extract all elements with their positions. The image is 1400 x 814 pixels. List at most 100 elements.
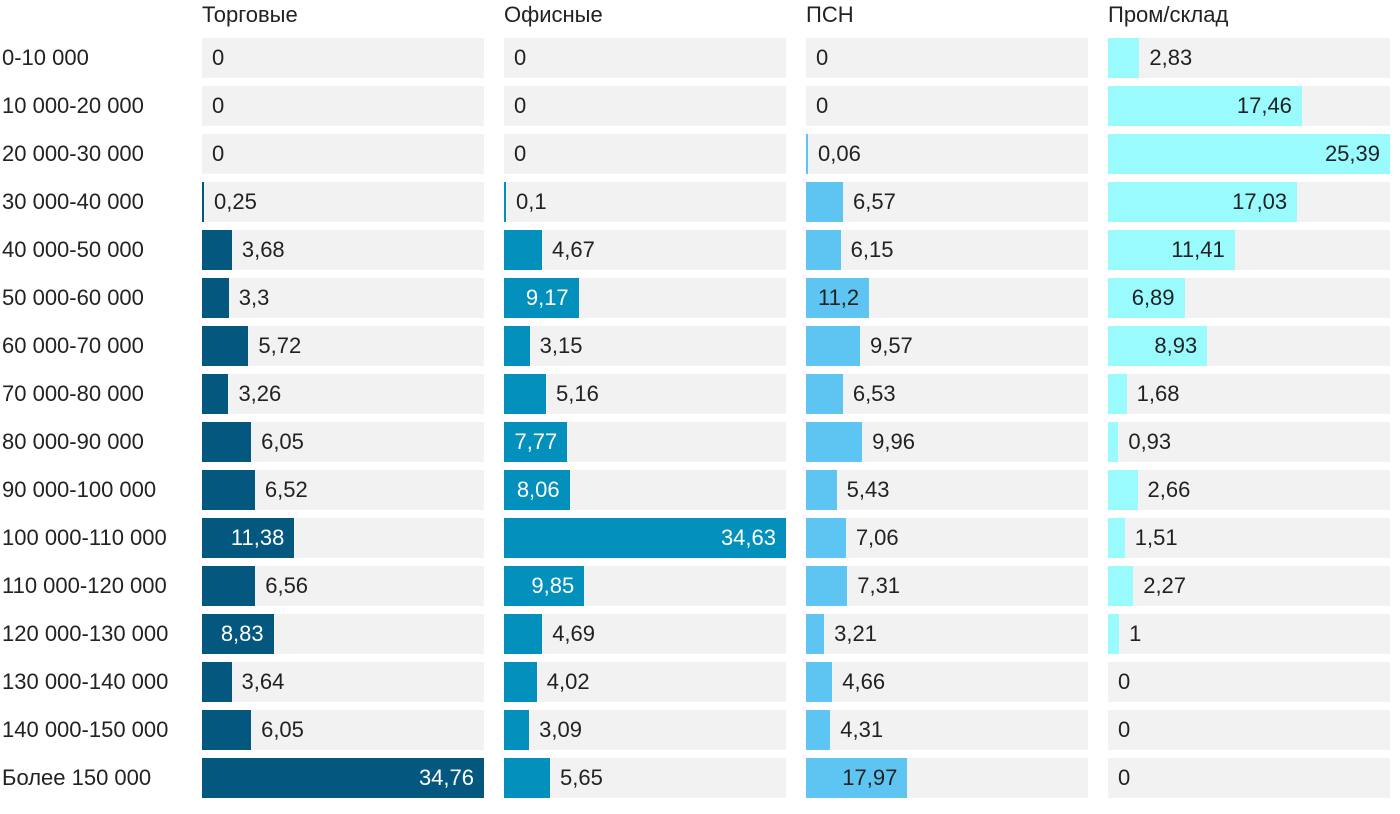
- bar-track: 2,27: [1108, 566, 1390, 606]
- data-label: 11,38: [230, 525, 285, 550]
- data-label: 0,25: [214, 189, 257, 214]
- row-label: 10 000-20 000: [2, 93, 144, 118]
- bar: [504, 374, 547, 414]
- data-label: 25,39: [1324, 141, 1380, 166]
- bar-track: 6,57: [806, 182, 1088, 222]
- bar-track: 6,53: [806, 374, 1088, 414]
- bar: [504, 518, 786, 558]
- data-label: 0,06: [818, 141, 861, 166]
- bar: [1108, 278, 1185, 318]
- bar-track: 5,16: [504, 374, 786, 414]
- bar-track: 6,89: [1108, 278, 1390, 318]
- bar-track: 1,68: [1108, 374, 1390, 414]
- bar-track: 0,93: [1108, 422, 1390, 462]
- bar: [1108, 374, 1127, 414]
- row-label: 50 000-60 000: [2, 285, 144, 310]
- bar-track: 2,66: [1108, 470, 1390, 510]
- data-label: 3,3: [238, 285, 270, 310]
- row-label: 140 000-150 000: [2, 717, 169, 742]
- data-label: 3,09: [539, 717, 582, 742]
- row-label: 0-10 000: [2, 45, 89, 70]
- bar: [1108, 614, 1120, 654]
- data-label: 4,69: [552, 621, 596, 646]
- data-label: 3,26: [238, 381, 282, 406]
- bar: [806, 134, 808, 174]
- row-label: 70 000-80 000: [2, 381, 144, 406]
- bar-track: 3,3: [202, 278, 484, 318]
- data-label: 1,51: [1134, 525, 1178, 550]
- data-label: 3,21: [834, 621, 877, 646]
- bar: [202, 614, 274, 654]
- bar-track: 2,83: [1108, 38, 1390, 78]
- bar: [202, 710, 252, 750]
- bar-track: 5,72: [202, 326, 484, 366]
- bar-track: 4,67: [504, 230, 786, 270]
- row-label: 100 000-110 000: [2, 525, 167, 550]
- bar: [504, 614, 543, 654]
- column-title: Офисные: [504, 2, 603, 27]
- data-label: 0: [212, 45, 225, 70]
- row-label: Более 150 000: [2, 765, 152, 790]
- bar-track: 4,31: [806, 710, 1088, 750]
- bar-track: 9,57: [806, 326, 1088, 366]
- bar: [202, 278, 229, 318]
- data-label: 6,56: [265, 573, 309, 598]
- data-label: 34,76: [418, 765, 474, 790]
- bar: [1108, 470, 1138, 510]
- column-title: Пром/склад: [1108, 2, 1229, 27]
- bar: [504, 326, 530, 366]
- bar: [1108, 422, 1119, 462]
- data-label: 17,03: [1232, 189, 1288, 214]
- bar: [504, 182, 506, 222]
- data-label: 9,17: [525, 285, 569, 310]
- data-label: 4,02: [546, 669, 590, 694]
- bar-track: 17,03: [1108, 182, 1390, 222]
- bar-track: 5,65: [504, 758, 786, 798]
- column-title: ПСН: [806, 2, 854, 27]
- bar: [1108, 134, 1390, 174]
- row-label: 130 000-140 000: [2, 669, 169, 694]
- data-label: 5,72: [258, 333, 302, 358]
- data-label: 0: [816, 45, 829, 70]
- data-label: 0: [1118, 717, 1131, 742]
- bar: [504, 758, 550, 798]
- data-label: 0,93: [1128, 429, 1172, 454]
- data-label: 6,05: [261, 717, 304, 742]
- bar: [202, 758, 484, 798]
- bar: [504, 710, 530, 750]
- bar: [1108, 182, 1298, 222]
- bar: [806, 230, 841, 270]
- bar: [504, 566, 585, 606]
- bar-track: 3,26: [202, 374, 484, 414]
- data-label: 0: [514, 93, 527, 118]
- bar-track: 11,41: [1108, 230, 1390, 270]
- row-label: 90 000-100 000: [2, 477, 157, 502]
- bar: [1108, 518, 1125, 558]
- bar: [504, 230, 543, 270]
- column-title: Торговые: [202, 2, 298, 27]
- bar: [1108, 566, 1134, 606]
- bar-track: 0: [1108, 758, 1390, 798]
- bar: [806, 374, 843, 414]
- bar: [1108, 326, 1208, 366]
- data-label: 0: [816, 93, 829, 118]
- bar-track: 1,51: [1108, 518, 1390, 558]
- data-label: 3,15: [539, 333, 583, 358]
- bar: [202, 662, 232, 702]
- data-label: 5,43: [846, 477, 890, 502]
- bar-track: 9,85: [504, 566, 786, 606]
- bar: [806, 278, 870, 318]
- bar-track: 9,96: [806, 422, 1088, 462]
- data-label: 6,89: [1131, 285, 1175, 310]
- bar: [202, 326, 249, 366]
- bar: [202, 518, 295, 558]
- bar-track: 3,09: [504, 710, 786, 750]
- bar: [504, 470, 570, 510]
- bar-track: 11,38: [202, 518, 484, 558]
- bar-track: 4,69: [504, 614, 786, 654]
- data-label: 3,68: [241, 237, 285, 262]
- data-label: 6,53: [852, 381, 896, 406]
- data-label: 11,2: [817, 285, 860, 310]
- bar: [806, 326, 860, 366]
